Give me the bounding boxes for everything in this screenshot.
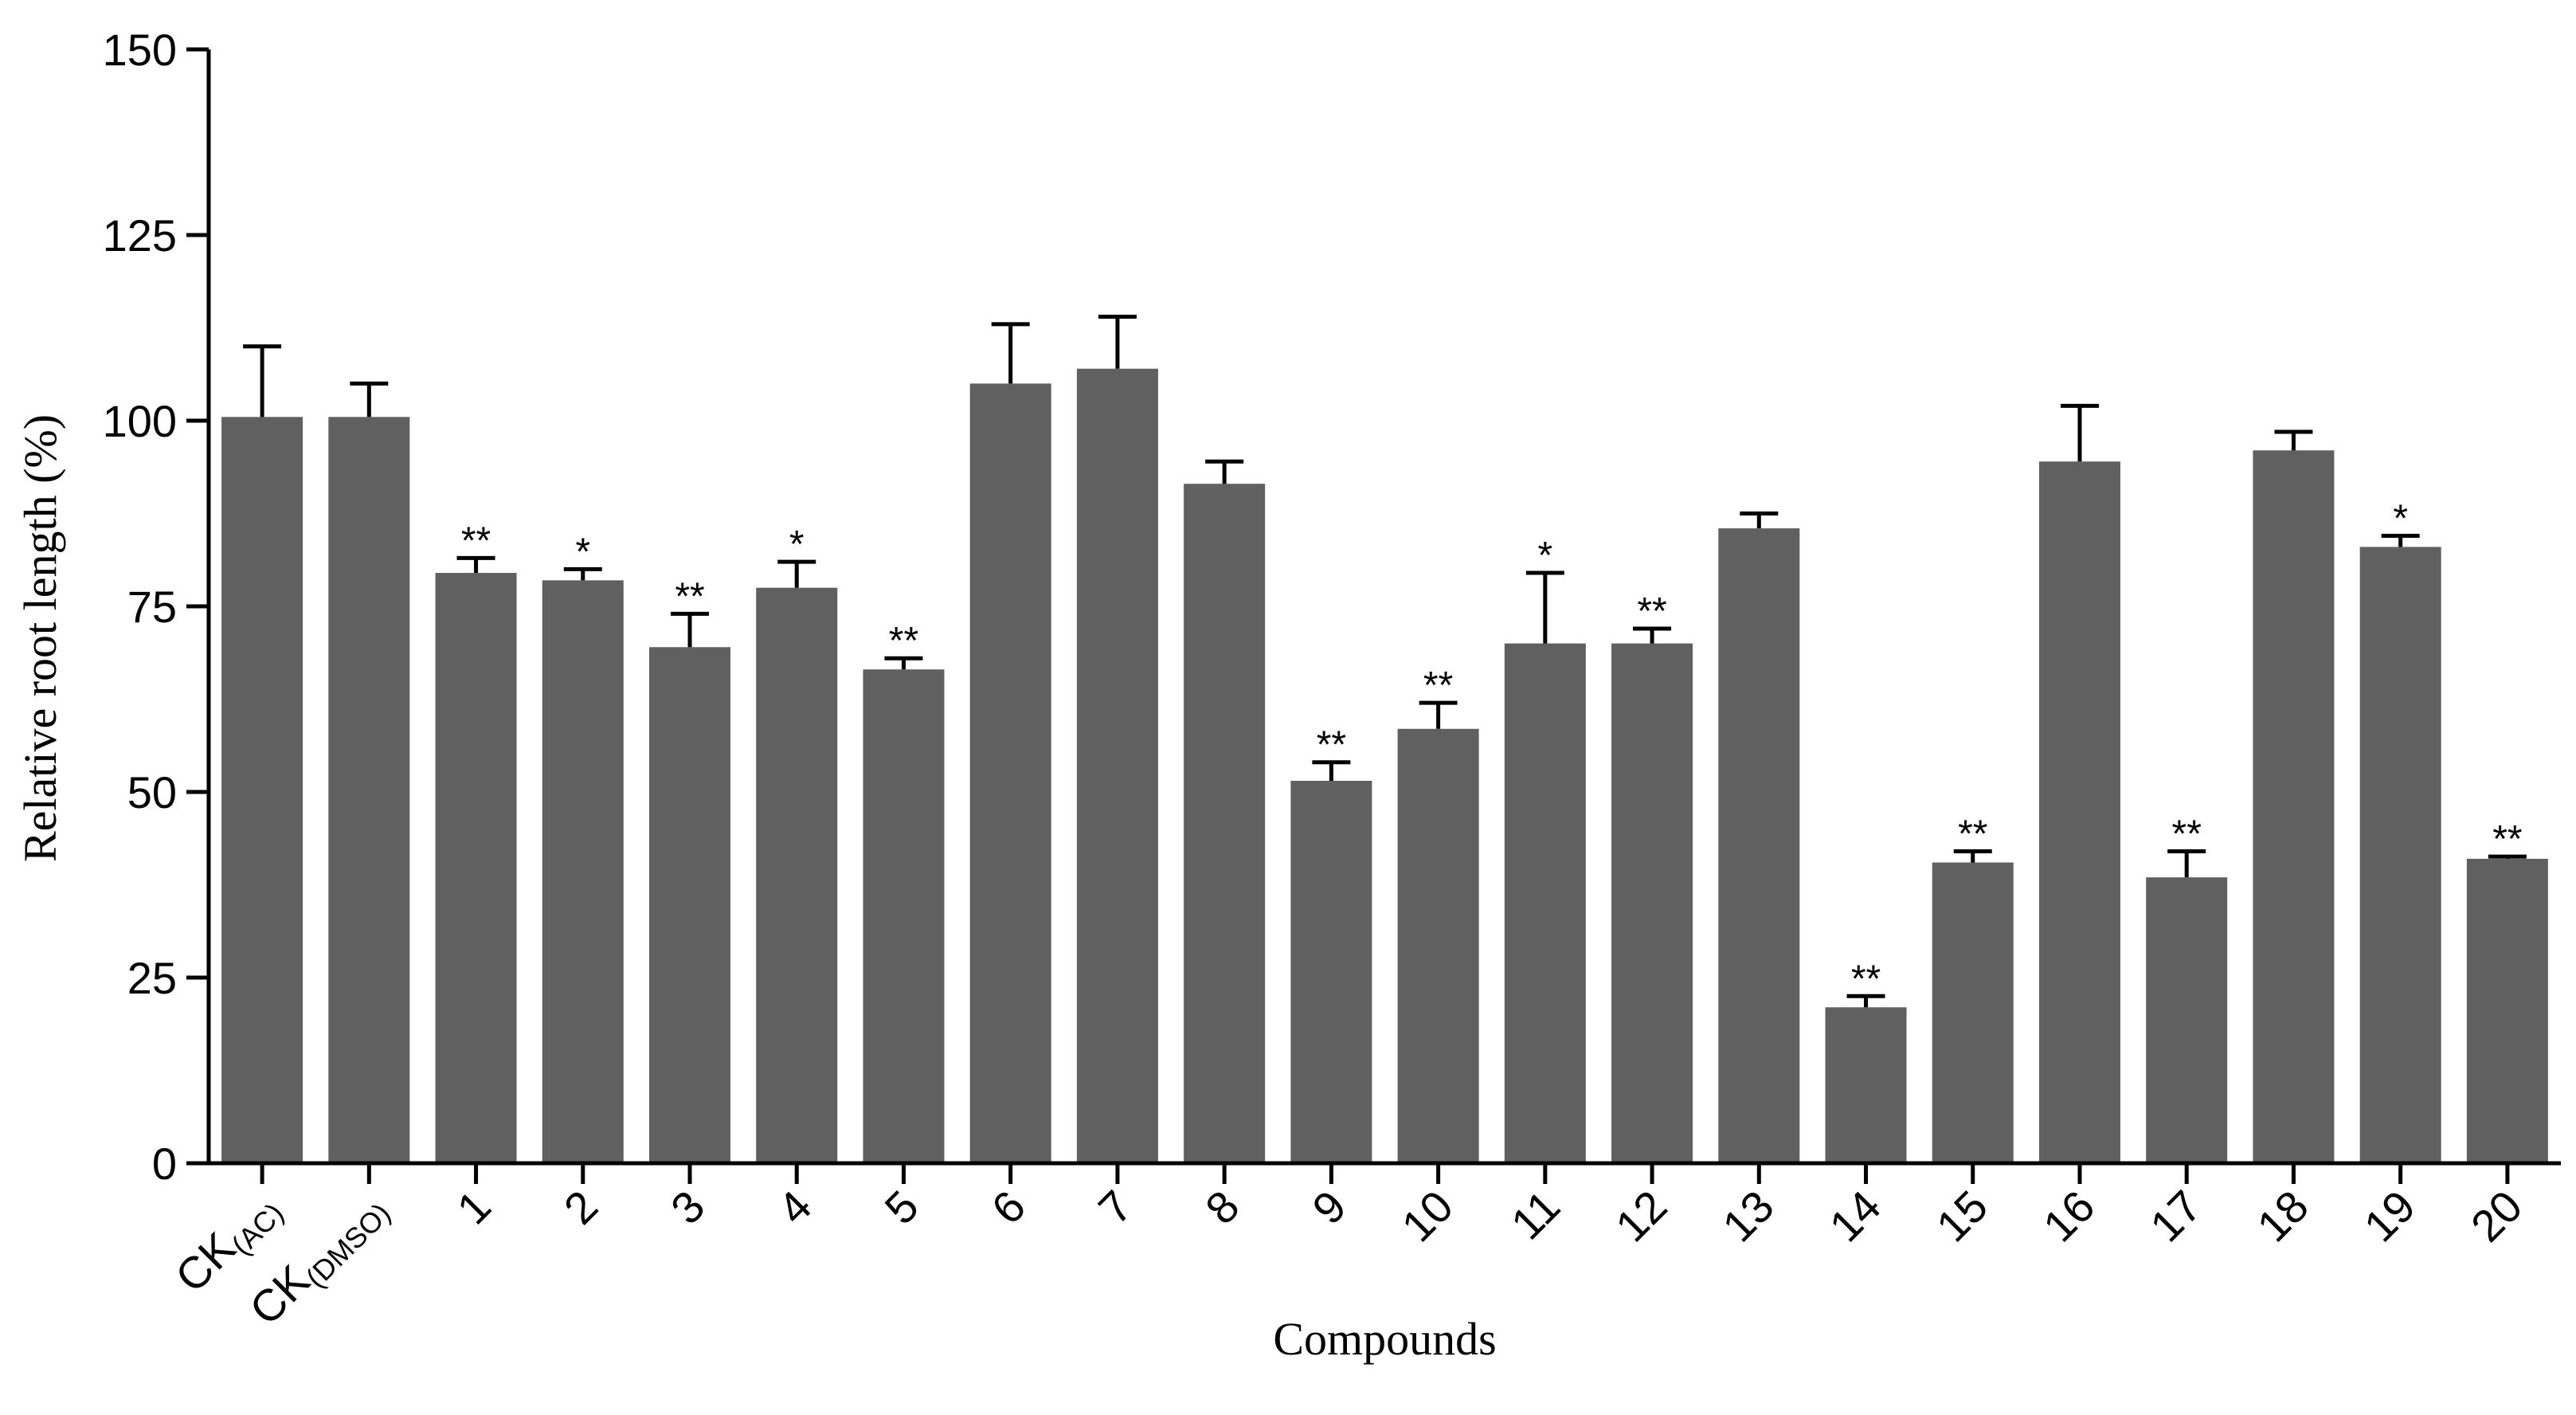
significance-label: ** xyxy=(1851,958,1881,1000)
y-tick-label: 125 xyxy=(103,210,177,261)
error-bar xyxy=(456,555,495,574)
y-tick-label: 0 xyxy=(152,1139,177,1189)
error-bar xyxy=(1205,459,1244,484)
bar xyxy=(2038,461,2120,1163)
x-tick-label: 2 xyxy=(554,1181,608,1234)
significance-label: ** xyxy=(1637,590,1666,633)
bar xyxy=(1504,643,1586,1163)
error-bar xyxy=(1846,994,1885,1008)
error-bar xyxy=(777,559,816,588)
error-bar xyxy=(2167,849,2206,878)
error-bar xyxy=(991,322,1030,384)
bar xyxy=(2466,858,2548,1163)
bar xyxy=(649,647,731,1163)
x-tick-label: 6 xyxy=(982,1181,1035,1234)
x-tick-label: 19 xyxy=(2355,1181,2425,1252)
error-bar xyxy=(2488,854,2527,859)
significance-label: * xyxy=(789,523,805,566)
error-bars xyxy=(243,315,2527,1008)
error-bar xyxy=(2381,533,2420,547)
significance-label: ** xyxy=(1958,813,1987,856)
bar xyxy=(1932,862,2014,1163)
significance-label: * xyxy=(2393,497,2408,539)
error-bar xyxy=(2060,403,2099,462)
bar xyxy=(221,417,303,1163)
bar xyxy=(328,417,410,1163)
bar xyxy=(542,580,624,1163)
error-bar xyxy=(1953,849,1992,863)
significance-label: ** xyxy=(461,519,491,562)
bar xyxy=(863,669,945,1163)
x-tick-label: 8 xyxy=(1196,1181,1249,1234)
significance-label: * xyxy=(575,531,590,573)
x-tick-label: 15 xyxy=(1927,1181,1998,1252)
error-bar xyxy=(1419,700,1458,729)
bar xyxy=(1290,781,1372,1163)
y-axis: 0 25 50 75 100 125 150 xyxy=(103,25,211,1189)
error-bar xyxy=(1312,760,1351,782)
bar xyxy=(2359,547,2441,1163)
x-tick-label: 7 xyxy=(1089,1181,1142,1234)
significance-markers: ** ***************** ***** xyxy=(461,497,2523,1000)
significance-label: * xyxy=(1537,535,1552,577)
significance-label: ** xyxy=(2492,818,2522,860)
y-axis-title: Relative root length (%) xyxy=(14,414,66,862)
significance-label: ** xyxy=(2172,813,2202,856)
x-tick-label: 11 xyxy=(1501,1181,1570,1249)
error-bar xyxy=(1525,570,1564,644)
error-bar xyxy=(563,566,602,581)
significance-label: ** xyxy=(675,575,704,617)
x-tick-label: 20 xyxy=(2461,1181,2532,1252)
x-tick-label: 13 xyxy=(1713,1181,1783,1252)
y-tick-label: 150 xyxy=(103,25,177,75)
bar xyxy=(435,573,517,1163)
error-bar xyxy=(350,381,389,417)
error-bar xyxy=(884,656,923,670)
bars xyxy=(221,368,2548,1163)
error-bar xyxy=(1633,626,1672,644)
bar xyxy=(2146,877,2228,1163)
y-tick-label: 100 xyxy=(103,396,177,446)
bar xyxy=(969,383,1051,1163)
x-tick-label: 17 xyxy=(2140,1181,2211,1252)
bar xyxy=(756,587,838,1163)
bar xyxy=(1718,528,1800,1163)
error-bar xyxy=(1740,512,1779,529)
bar xyxy=(1397,728,1479,1163)
bar xyxy=(1076,368,1158,1163)
x-tick-label: 9 xyxy=(1302,1181,1356,1234)
error-bar xyxy=(243,344,282,417)
x-tick-label: 4 xyxy=(768,1181,821,1234)
x-tick-label: 12 xyxy=(1606,1181,1677,1252)
x-tick-label: 10 xyxy=(1392,1181,1463,1252)
significance-label: ** xyxy=(1423,664,1453,707)
y-tick-label: 50 xyxy=(127,767,177,817)
significance-label: ** xyxy=(1317,724,1346,766)
x-tick-label: 5 xyxy=(875,1181,928,1234)
x-tick-label: 3 xyxy=(661,1181,714,1234)
bar xyxy=(1825,1007,1907,1163)
x-axis-title: Compounds xyxy=(1273,1313,1496,1365)
y-tick-label: 25 xyxy=(127,953,177,1003)
y-tick-label: 75 xyxy=(127,582,177,632)
x-tick-label: 14 xyxy=(1819,1181,1890,1252)
significance-label: ** xyxy=(889,620,918,662)
x-axis: CK(AC)CK(DMSO) 1 2 3 4 5 6 7 8 9 10 11 12 13 14 15 16 17 1… xyxy=(166,1161,2561,1335)
error-bar xyxy=(671,611,710,648)
bar xyxy=(2253,450,2335,1163)
error-bar xyxy=(2274,429,2313,451)
bar xyxy=(1184,484,1266,1163)
bar xyxy=(1611,643,1693,1163)
error-bar xyxy=(1098,315,1137,369)
x-tick-label: 1 xyxy=(447,1181,500,1234)
x-tick-label: 18 xyxy=(2247,1181,2318,1252)
x-tick-label: 16 xyxy=(2034,1181,2104,1252)
